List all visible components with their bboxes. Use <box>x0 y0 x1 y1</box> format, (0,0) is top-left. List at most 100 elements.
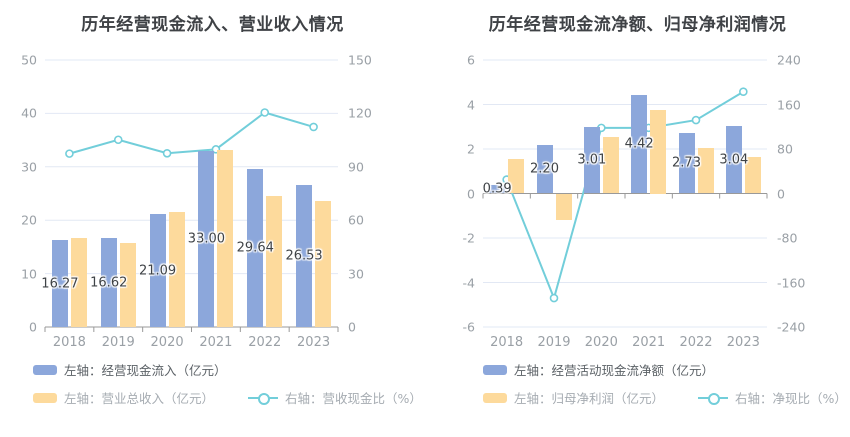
legend-item-net-operating-cash-flow[interactable]: 左轴：经营活动现金流净额（亿元） <box>483 360 714 379</box>
y-axis-label-right: 160 <box>777 97 801 112</box>
bar-value-label-2022: 2.73 <box>672 155 701 171</box>
y-axis-label-left: -6 <box>462 319 475 335</box>
chart-title: 历年经营现金流净额、归母净利润情况 <box>488 15 787 35</box>
legend-swatch-yellow <box>483 392 507 403</box>
bar-total-revenue-2019 <box>119 242 136 327</box>
bar-operating-cash-inflow-2020 <box>149 214 166 327</box>
y-axis-label-right: 240 <box>777 52 801 68</box>
y-axis-label-right: 120 <box>348 105 372 121</box>
bar-total-revenue-2020 <box>168 211 185 327</box>
bar-total-revenue-2023 <box>315 200 332 327</box>
x-axis-label-2023: 2023 <box>726 335 760 350</box>
bar-value-label-2023: 3.04 <box>719 152 749 168</box>
x-axis-label-2019: 2019 <box>537 335 571 350</box>
legend-swatch-yellow <box>33 392 57 403</box>
legend-item-cash-to-revenue-ratio[interactable]: 右轴：营收现金比（%） <box>248 388 422 407</box>
y-axis-label-left: 20 <box>21 212 37 228</box>
chart-legend: 左轴：经营现金流入（亿元） 左轴：营业总收入（亿元） 右轴：营收现金比（%） <box>33 360 422 407</box>
y-axis-label-left: 2 <box>467 141 475 157</box>
y-axis-label-left: 6 <box>467 52 475 68</box>
bar-total-revenue-2022 <box>266 195 283 327</box>
y-axis-label-left: 0 <box>29 319 37 335</box>
y-axis-label-right: 80 <box>777 141 793 157</box>
legend-swatch-blue <box>483 364 507 375</box>
line-point-cash-to-profit-ratio-2022 <box>691 115 701 125</box>
chart-canvas <box>44 59 339 332</box>
line-point-cash-to-revenue-ratio-2019 <box>113 135 123 145</box>
legend-swatch-blue <box>33 364 57 375</box>
chart-cash-inflow-revenue: 历年经营现金流入、营业收入情况 0 0 10 30 20 60 30 90 40 120 50 150… <box>21 15 422 407</box>
bar-operating-cash-inflow-2023 <box>296 185 313 327</box>
y-axis-label-right: 90 <box>348 159 364 175</box>
bar-value-label-2022: 29.64 <box>236 240 274 256</box>
bar-operating-cash-inflow-2022 <box>247 168 264 327</box>
chart-title: 历年经营现金流入、营业收入情况 <box>81 15 344 35</box>
line-point-cash-to-profit-ratio-2023 <box>739 87 748 97</box>
x-axis-label-2022: 2022 <box>248 335 282 350</box>
y-axis-label-right: -240 <box>777 319 806 335</box>
bar-operating-cash-inflow-2021 <box>198 150 215 327</box>
y-axis-label-right: 30 <box>348 266 364 282</box>
legend-line-marker-icon <box>698 392 729 405</box>
bar-net-operating-cash-flow-2023 <box>725 125 742 194</box>
line-cash-to-revenue-ratio <box>69 111 314 155</box>
bar-net-profit-2023 <box>744 156 761 194</box>
bar-operating-cash-inflow-2019 <box>100 238 117 327</box>
bar-value-label-2023: 26.53 <box>285 248 323 264</box>
line-cash-to-profit-ratio <box>505 90 744 302</box>
bar-value-label-2019: 16.62 <box>90 275 128 291</box>
bar-total-revenue-2021 <box>217 150 234 327</box>
plot-area: -6 -240 -4 -160 -2 -80 0 0 2 80 4 160 6 240 0.39 2.20 3.… <box>425 0 850 437</box>
bar-net-operating-cash-flow-2022 <box>678 132 695 194</box>
legend-label: 左轴：归母净利润（亿元） <box>514 391 665 406</box>
y-axis-label-left: -4 <box>462 275 475 290</box>
bar-net-operating-cash-flow-2020 <box>583 126 600 194</box>
bar-value-label-2018: 16.27 <box>41 276 79 292</box>
x-axis-label-2019: 2019 <box>101 335 135 350</box>
line-point-cash-to-revenue-ratio-2018 <box>65 149 74 158</box>
bar-net-operating-cash-flow-2019 <box>536 144 553 194</box>
bar-value-label-2021: 33.00 <box>187 231 226 247</box>
x-axis-label-2021: 2021 <box>199 335 233 350</box>
bar-operating-cash-inflow-2018 <box>51 240 68 327</box>
plot-area: 0 0 10 30 20 60 30 90 40 120 50 150 16.27 16.62 21.09 3… <box>21 52 372 351</box>
bar-net-operating-cash-flow-2018 <box>489 184 506 194</box>
y-axis-label-left: 0 <box>467 186 475 201</box>
line-point-cash-to-revenue-ratio-2020 <box>162 148 172 158</box>
x-axis-label-2020: 2020 <box>584 335 618 350</box>
y-axis-label-right: 60 <box>348 212 364 228</box>
legend-item-cash-to-profit-ratio[interactable]: 右轴：净现比（%） <box>698 388 847 407</box>
bar-value-label-2021: 4.42 <box>624 136 654 152</box>
bar-value-label-2018: 0.39 <box>482 181 512 197</box>
legend-item-total-revenue[interactable]: 左轴：营业总收入（亿元） <box>33 388 214 407</box>
y-axis-label-left: 30 <box>21 159 37 175</box>
y-axis-label-left: 10 <box>21 266 37 282</box>
bar-net-profit-2022 <box>697 147 714 194</box>
y-axis-label-right: -80 <box>777 230 798 246</box>
legend-label: 左轴：经营活动现金流净额（亿元） <box>514 363 715 378</box>
y-axis-label-right: -160 <box>777 275 806 290</box>
bar-net-profit-2020 <box>602 136 619 194</box>
bar-net-profit-2018 <box>508 159 525 194</box>
y-axis-label-left: 50 <box>21 52 37 68</box>
legend-label: 左轴：经营现金流入（亿元） <box>64 363 227 378</box>
y-axis-label-left: 40 <box>21 105 37 121</box>
bar-value-label-2019: 2.20 <box>530 161 559 177</box>
line-point-cash-to-profit-ratio-2019 <box>549 293 559 303</box>
x-axis-label-2023: 2023 <box>297 335 331 350</box>
legend-item-operating-cash-inflow[interactable]: 左轴：经营现金流入（亿元） <box>33 360 227 379</box>
legend-item-net-profit[interactable]: 左轴：归母净利润（亿元） <box>483 388 664 407</box>
y-axis-label-left: -2 <box>462 230 475 246</box>
legend-line-marker-icon <box>248 392 279 405</box>
bar-net-operating-cash-flow-2021 <box>631 95 648 194</box>
line-point-cash-to-revenue-ratio-2022 <box>260 108 270 117</box>
y-axis-label-left: 4 <box>467 97 475 112</box>
chart-legend: 左轴：经营活动现金流净额（亿元） 左轴：归母净利润（亿元） 右轴：净现比（%） <box>483 360 847 407</box>
chart-netcashflow-netprofit: 历年经营现金流净额、归母净利润情况 -6 -240 -4 -160 -2 -80 0 0 2 80… <box>425 0 850 437</box>
bar-value-label-2020: 3.01 <box>577 152 607 168</box>
x-axis-label-2022: 2022 <box>679 335 713 350</box>
legend-label: 右轴：营收现金比（%） <box>285 391 422 406</box>
x-axis-label-2021: 2021 <box>632 335 666 350</box>
x-axis-label-2020: 2020 <box>150 335 184 350</box>
